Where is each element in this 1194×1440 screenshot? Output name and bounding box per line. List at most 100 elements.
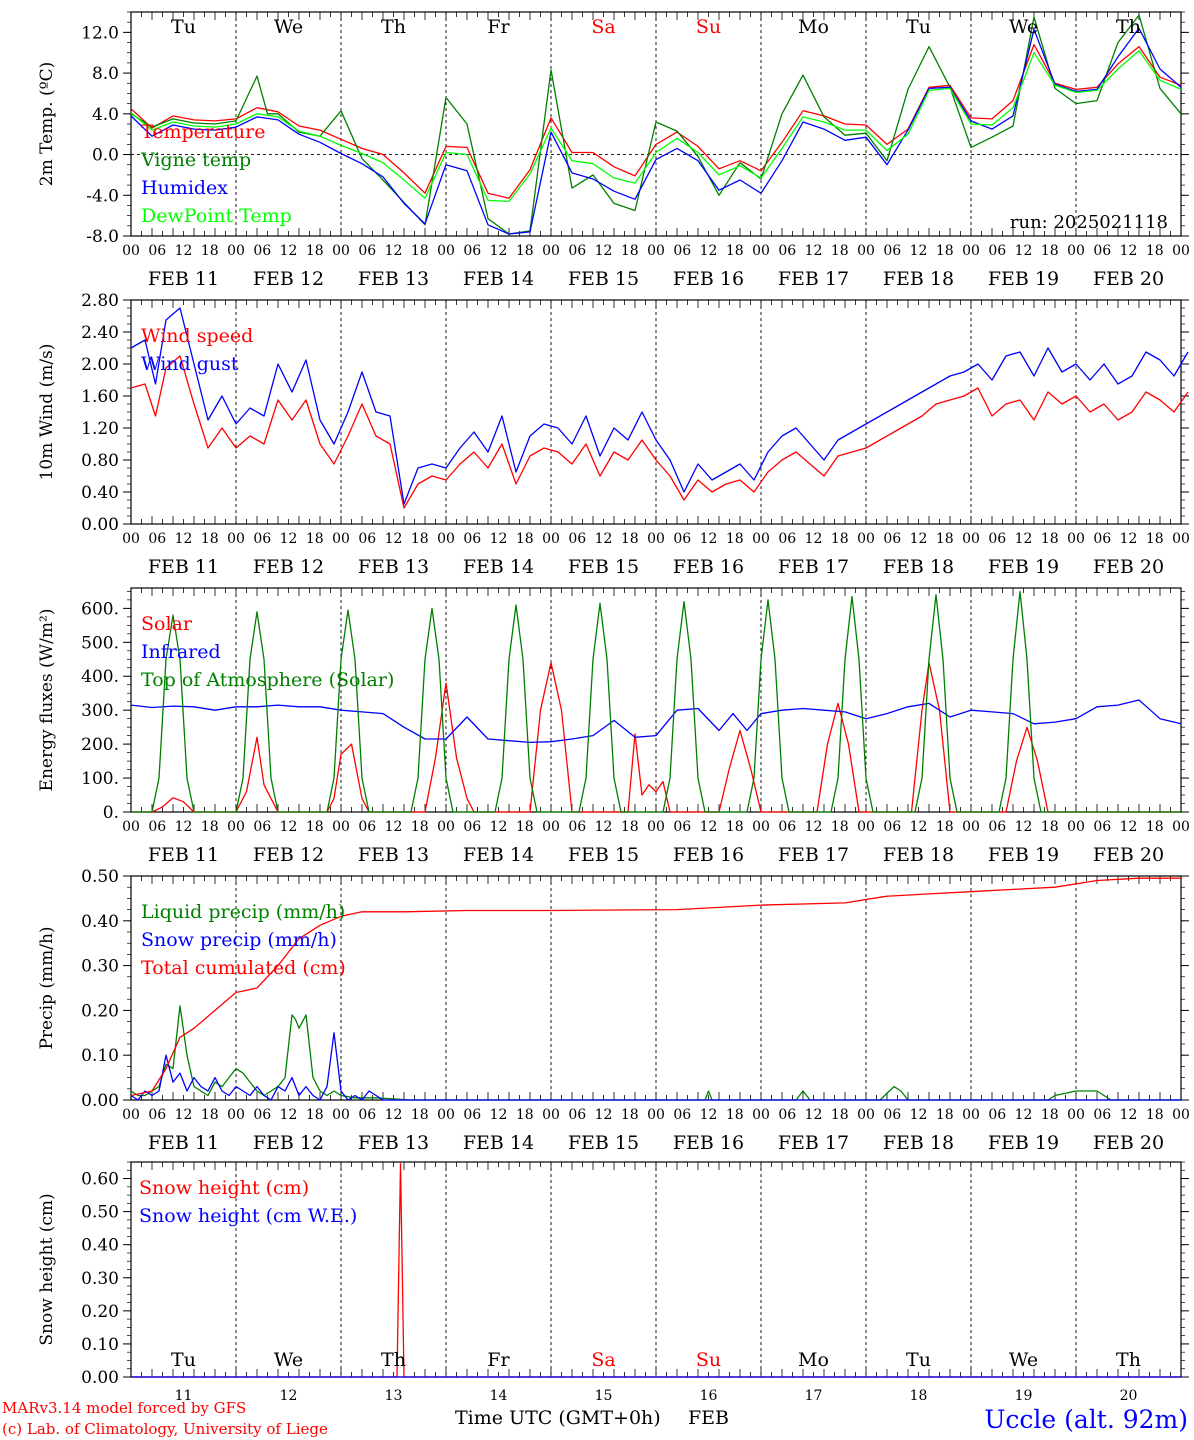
hour-tick-label: 12: [175, 819, 193, 835]
date-label: FEB 18: [883, 268, 954, 290]
hour-tick-label: 12: [595, 819, 613, 835]
date-label: FEB 20: [1093, 1132, 1164, 1154]
hour-tick-label: 06: [568, 243, 586, 259]
y-axis-label: Energy fluxes (W/m²): [37, 609, 57, 792]
day-abbr: Th: [1116, 1349, 1141, 1371]
hour-tick-label: 00: [542, 1107, 560, 1123]
date-label: FEB 16: [673, 1132, 744, 1154]
date-label: FEB 20: [1093, 556, 1164, 578]
hour-tick-label: 18: [1041, 243, 1059, 259]
date-label: FEB 14: [463, 1132, 534, 1154]
y-axis-label: 2m Temp. (ºC): [37, 62, 57, 187]
day-number-label: 18: [910, 1388, 928, 1404]
hour-tick-label: 18: [306, 531, 324, 547]
date-label: FEB 15: [568, 1132, 639, 1154]
hour-tick-label: 06: [1093, 819, 1111, 835]
date-label: FEB 16: [673, 844, 744, 866]
panel-4: 0.00 0.10 0.20 0.30 0.40 0.50 Precip (mm/h) Liq…: [37, 867, 1190, 1154]
hour-tick-label: 12: [910, 531, 928, 547]
hour-tick-label: 00: [332, 819, 350, 835]
series-line-2: [130, 699, 1182, 744]
hour-tick-label: 06: [988, 531, 1006, 547]
date-label: FEB 12: [253, 556, 324, 578]
hour-tick-label: 12: [280, 1107, 298, 1123]
hour-tick-label: 18: [411, 819, 429, 835]
hour-tick-label: 18: [726, 1107, 744, 1123]
y-tick-label: 0.30: [81, 1269, 119, 1289]
panel-2: 0.00 0.40 0.80 1.20 1.60 2.00 2.40 2.80 10m Wind…: [37, 291, 1190, 578]
hour-tick-label: 18: [621, 1107, 639, 1123]
date-label: FEB 18: [883, 1132, 954, 1154]
hour-tick-label: 12: [1120, 243, 1138, 259]
hour-tick-label: 12: [910, 243, 928, 259]
hour-tick-label: 18: [726, 243, 744, 259]
day-number-label: 11: [175, 1388, 193, 1404]
hour-tick-label: 18: [831, 1107, 849, 1123]
series-line-3: [131, 590, 1181, 813]
y-tick-label: 0.80: [81, 451, 119, 471]
hour-tick-label: 12: [805, 1107, 823, 1123]
hour-tick-label: 06: [883, 1107, 901, 1123]
hour-tick-label: 00: [857, 819, 875, 835]
hour-tick-label: 18: [306, 1107, 324, 1123]
day-number-label: 17: [805, 1388, 823, 1404]
hour-tick-label: 12: [490, 819, 508, 835]
hour-tick-label: 12: [175, 531, 193, 547]
date-label: FEB 16: [673, 268, 744, 290]
hour-tick-label: 12: [490, 1107, 508, 1123]
plot-frame: [130, 299, 1182, 525]
hour-tick-label: 18: [1146, 819, 1164, 835]
hour-tick-label: 06: [778, 819, 796, 835]
hour-tick-label: 12: [1120, 1107, 1138, 1123]
hour-tick-label: 18: [516, 243, 534, 259]
day-abbr: Sa: [591, 1349, 615, 1371]
day-abbr: Su: [696, 16, 721, 38]
y-tick-label: 300.: [81, 701, 119, 721]
hour-tick-label: 06: [778, 1107, 796, 1123]
hour-tick-label: 18: [411, 243, 429, 259]
hour-tick-label: 18: [201, 1107, 219, 1123]
day-abbr: Th: [1116, 16, 1141, 38]
hour-tick-label: 06: [148, 819, 166, 835]
hour-tick-label: 06: [148, 243, 166, 259]
day-number-label: 13: [385, 1388, 403, 1404]
hour-tick-label: 18: [306, 243, 324, 259]
hour-tick-label: 00: [647, 819, 665, 835]
day-number-label: 12: [280, 1388, 298, 1404]
day-abbr: We: [274, 16, 303, 38]
y-tick-label: 0.40: [81, 912, 119, 932]
date-label: FEB 16: [673, 556, 744, 578]
hour-tick-label: 00: [1067, 243, 1085, 259]
date-label: FEB 17: [778, 268, 849, 290]
y-tick-label: 8.0: [92, 64, 119, 84]
hour-tick-label: 18: [1041, 1107, 1059, 1123]
hour-tick-label: 18: [411, 1107, 429, 1123]
hour-tick-label: 12: [280, 819, 298, 835]
hour-tick-label: 06: [988, 243, 1006, 259]
hour-tick-label: 18: [621, 531, 639, 547]
day-abbr: Mo: [798, 1349, 829, 1371]
series-line-1: [130, 1005, 1181, 1101]
hour-tick-label: 12: [280, 243, 298, 259]
y-tick-label: 1.60: [81, 387, 119, 407]
y-tick-label: 500.: [81, 633, 119, 653]
legend-entry: Wind speed: [141, 325, 253, 347]
hour-tick-label: 12: [385, 531, 403, 547]
date-label: FEB 13: [358, 268, 429, 290]
date-label: FEB 12: [253, 844, 324, 866]
y-tick-label: 0.40: [81, 483, 119, 503]
series-line-4: [130, 50, 1182, 203]
hour-tick-label: 00: [962, 1107, 980, 1123]
hour-tick-label: 00: [437, 531, 455, 547]
hour-tick-label: 18: [516, 819, 534, 835]
hour-tick-label: 18: [621, 819, 639, 835]
hour-tick-label: 06: [568, 1107, 586, 1123]
hour-tick-label: 18: [726, 531, 744, 547]
hour-tick-label: 18: [936, 243, 954, 259]
hour-tick-label: 06: [463, 819, 481, 835]
hour-tick-label: 00: [542, 531, 560, 547]
hour-tick-label: 00: [962, 819, 980, 835]
hour-tick-label: 18: [1041, 531, 1059, 547]
y-tick-label: 0.50: [81, 867, 119, 887]
